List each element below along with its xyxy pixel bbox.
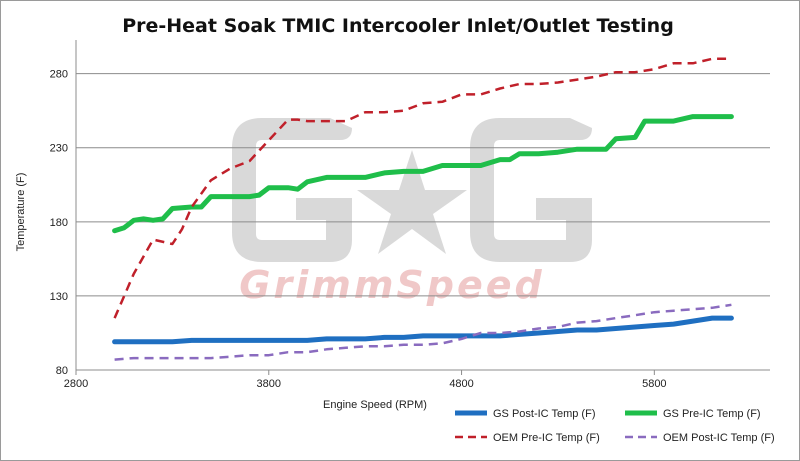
legend: GS Post-IC Temp (F) GS Pre-IC Temp (F) OEM… (455, 408, 775, 444)
y-tick-label: 230 (50, 143, 68, 155)
legend-label: OEM Post-IC Temp (F) (663, 432, 775, 444)
series-line-2 (112, 114, 734, 234)
series-line-1 (112, 315, 734, 345)
x-tick-label: 4800 (449, 378, 473, 390)
axis-layer: 80 130 180 230 280 2800 3800 4800 5800 (50, 40, 770, 390)
y-tick-label: 180 (50, 217, 68, 229)
legend-label: GS Post-IC Temp (F) (493, 408, 595, 420)
watermark-text: GrimmSpeed (239, 263, 544, 307)
grimmspeed-watermark-logo: GrimmSpeed (232, 118, 592, 307)
y-tick-label: 130 (50, 291, 68, 303)
y-axis-label: Temperature (F) (15, 173, 27, 252)
series-layer (112, 57, 734, 361)
x-tick-label: 3800 (257, 378, 281, 390)
x-tick-label: 2800 (64, 378, 88, 390)
x-axis-label: Engine Speed (RPM) (323, 399, 427, 411)
grid-layer (76, 73, 770, 297)
series-line-4 (114, 303, 732, 361)
legend-label: OEM Pre-IC Temp (F) (493, 432, 600, 444)
legend-label: GS Pre-IC Temp (F) (663, 408, 761, 420)
y-tick-label: 80 (56, 365, 68, 377)
y-tick-label: 280 (50, 69, 68, 81)
x-tick-label: 5800 (642, 378, 666, 390)
series-line-3 (113, 57, 732, 319)
chart-title: Pre-Heat Soak TMIC Intercooler Inlet/Out… (122, 15, 674, 37)
